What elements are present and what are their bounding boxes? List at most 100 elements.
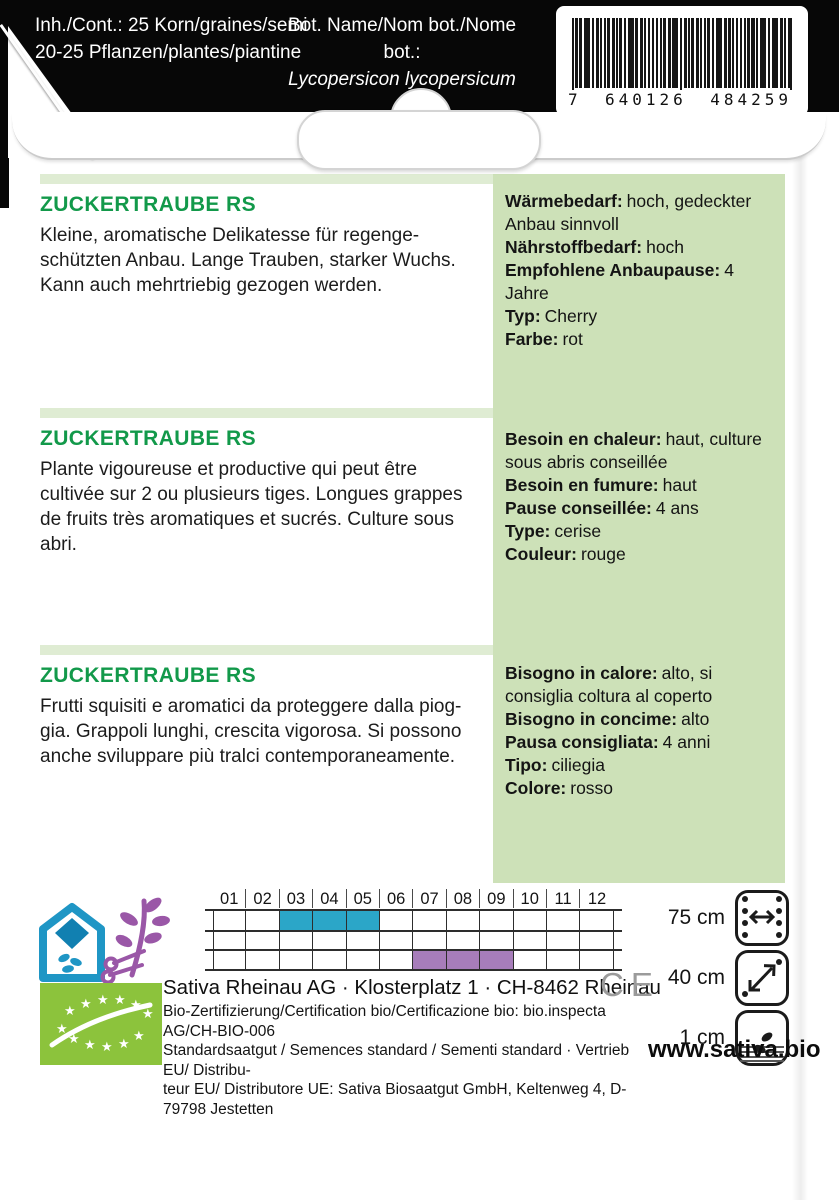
eu-organic-logo: ★ ★ ★ ★ ★ ★ ★ ★ ★ ★ ★ ★ — [40, 983, 162, 1065]
row-spacing-block: 75 cm — [645, 890, 789, 946]
barcode-lead-digit: 7 — [566, 90, 584, 109]
spec-label: Besoin en fumure: — [505, 475, 659, 495]
spec-item: Besoin en chaleur: haut, culture sous abr… — [505, 428, 775, 474]
plant-pruning-icon — [100, 893, 172, 990]
spec-value: rosso — [570, 778, 614, 798]
manufacturer-address: Sativa Rheinau AG · Klosterplatz 1 · CH-… — [163, 976, 661, 999]
row-spacing-value: 75 cm — [667, 906, 725, 929]
botanical-name-label: Bot. Name/Nom bot./Nome bot.: — [287, 15, 517, 63]
calendar-cell — [514, 951, 547, 969]
svg-text:★: ★ — [130, 997, 142, 1012]
month-label: 07 — [413, 889, 447, 908]
section-title-de: ZUCKERTRAUBE RS — [40, 193, 256, 216]
calendar-cell-sowing — [346, 911, 380, 930]
spec-value: 4 ans — [655, 498, 699, 518]
spec-value: ciliegia — [551, 755, 605, 775]
certification-line: Bio-Zertifizierung/Certification bio/Cer… — [163, 1003, 606, 1040]
calendar-cell-sowing — [279, 911, 314, 930]
calendar-cell-harvest — [413, 951, 447, 969]
calendar-row-middle — [205, 930, 622, 949]
spec-item: Pause conseillée: 4 ans — [505, 497, 775, 520]
spec-value: cerise — [554, 521, 602, 541]
packet-right-fold — [792, 125, 808, 1200]
row-spacing-icon — [735, 890, 789, 946]
spec-item: Typ: Cherry — [505, 305, 775, 328]
spec-label: Colore: — [505, 778, 567, 798]
distributor-line: teur EU/ Distributore UE: Sativa Biosaat… — [163, 1081, 627, 1118]
calendar-cell — [413, 932, 447, 949]
svg-text:★: ★ — [101, 1039, 113, 1054]
plant-spacing-icon — [735, 950, 789, 1006]
calendar-cell — [580, 911, 614, 930]
month-label: 06 — [380, 889, 414, 908]
calendar-cell — [547, 951, 581, 969]
calendar-cell — [313, 932, 347, 949]
svg-text:★: ★ — [97, 992, 109, 1007]
calendar-cell — [580, 932, 614, 949]
spec-panel-background — [493, 174, 785, 883]
spec-list-it: Bisogno in calore: alto, si consiglia col… — [505, 662, 775, 800]
svg-text:★: ★ — [80, 996, 92, 1011]
calendar-row-sowing — [205, 909, 622, 930]
svg-text:★: ★ — [56, 1021, 68, 1036]
month-label: 03 — [280, 889, 314, 908]
spec-value: alto, si consiglia coltura al coperto — [505, 663, 713, 706]
spec-item: Besoin en fumure: haut — [505, 474, 775, 497]
calendar-cell — [480, 932, 514, 949]
spec-value: rouge — [580, 544, 626, 564]
svg-text:★: ★ — [114, 992, 126, 1007]
content-line2: 20-25 Pflanzen/plantes/piantine — [35, 42, 302, 63]
spec-value: hoch — [646, 237, 685, 257]
barcode-guard-left — [572, 18, 574, 102]
spec-item: Type: cerise — [505, 520, 775, 543]
spec-item: Tipo: ciliegia — [505, 754, 775, 777]
sowing-depth-block: 1 cm — [645, 1010, 789, 1066]
spec-value: rot — [562, 329, 583, 349]
calendar-cell — [514, 911, 547, 930]
calendar-cell — [380, 951, 414, 969]
month-label: 10 — [514, 889, 547, 908]
calendar-cell — [347, 932, 380, 949]
spec-value: Cherry — [544, 306, 598, 326]
calendar-cell-harvest — [480, 951, 514, 969]
spec-label: Bisogno in concime: — [505, 709, 678, 729]
spec-value: 4 Jahre — [505, 260, 734, 303]
content-info: Inh./Cont.: 25 Korn/graines/semi 20-25 P… — [35, 12, 307, 66]
spec-label: Nährstoffbedarf: — [505, 237, 643, 257]
hanger-tab-seam — [377, 114, 463, 148]
calendar-cell — [447, 932, 481, 949]
calendar-cell — [547, 932, 581, 949]
month-label: 08 — [447, 889, 481, 908]
calendar-cell — [380, 911, 414, 930]
spec-item: Couleur: rouge — [505, 543, 775, 566]
spec-value: haut, culture sous abris conseillée — [505, 429, 762, 472]
certification-block: Bio-Zertifizierung/Certification bio/Cer… — [163, 1002, 645, 1119]
calendar-cell — [246, 911, 280, 930]
content-line1: Inh./Cont.: 25 Korn/graines/semi — [35, 15, 308, 36]
month-label: 12 — [587, 890, 607, 908]
section-body-fr: Plante vigoureuse et productive qui peut… — [40, 459, 463, 555]
svg-text:★: ★ — [118, 1036, 130, 1051]
barcode-digits: 7 640126 484259 — [566, 90, 794, 109]
calendar-cell — [413, 911, 447, 930]
calendar-cell — [246, 932, 280, 949]
section-title-fr: ZUCKERTRAUBE RS — [40, 427, 256, 450]
ce-mark: CE — [600, 966, 660, 1003]
sowing-depth-icon — [735, 1010, 789, 1066]
calendar-cell — [280, 951, 314, 969]
spec-item: Wärmebedarf: hoch, gedeckter Anbau sinnvo… — [505, 190, 775, 236]
spec-label: Pausa consigliata: — [505, 732, 659, 752]
sowing-depth-value: 1 cm — [679, 1026, 725, 1049]
sowing-calendar-grid — [205, 909, 622, 971]
spec-item: Bisogno in concime: alto — [505, 708, 775, 731]
plant-spacing-block: 40 cm — [645, 950, 789, 1006]
spec-label: Typ: — [505, 306, 541, 326]
spec-value: alto — [681, 709, 710, 729]
month-label: 11 — [547, 889, 581, 908]
spec-list-de: Wärmebedarf: hoch, gedeckter Anbau sinnvo… — [505, 190, 775, 351]
calendar-row-harvest — [205, 949, 622, 971]
calendar-cell — [380, 932, 414, 949]
calendar-cell — [480, 911, 514, 930]
spec-label: Empfohlene Anbaupause: — [505, 260, 721, 280]
calendar-cell — [313, 951, 347, 969]
